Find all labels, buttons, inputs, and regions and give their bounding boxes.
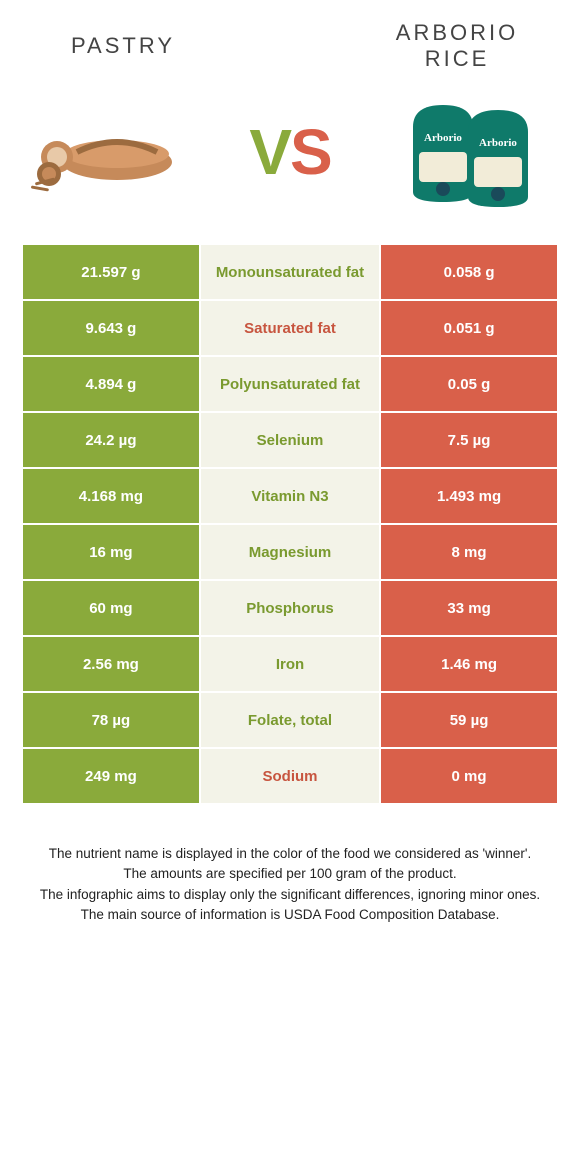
header-titles: PASTRY ARBORIO RICE — [22, 20, 558, 72]
right-value: 33 mg — [379, 579, 557, 635]
vs-s: S — [290, 116, 331, 188]
left-value: 78 µg — [23, 691, 201, 747]
left-value: 9.643 g — [23, 299, 201, 355]
left-value: 2.56 mg — [23, 635, 201, 691]
nutrient-label: Iron — [201, 635, 379, 691]
left-value: 16 mg — [23, 523, 201, 579]
comparison-table: 21.597 gMonounsaturated fat0.058 g9.643 … — [22, 242, 558, 804]
right-value: 59 µg — [379, 691, 557, 747]
nutrient-label: Saturated fat — [201, 299, 379, 355]
left-value: 21.597 g — [23, 243, 201, 299]
table-row: 78 µgFolate, total59 µg — [23, 691, 557, 747]
left-title: PASTRY — [38, 33, 208, 59]
svg-text:Arborio: Arborio — [479, 137, 517, 149]
vs-label: VS — [249, 115, 330, 189]
table-row: 4.168 mgVitamin N31.493 mg — [23, 467, 557, 523]
nutrient-label: Magnesium — [201, 523, 379, 579]
table-row: 21.597 gMonounsaturated fat0.058 g — [23, 243, 557, 299]
table-row: 9.643 gSaturated fat0.051 g — [23, 299, 557, 355]
right-value: 0.058 g — [379, 243, 557, 299]
footnote-line: The infographic aims to display only the… — [30, 885, 550, 905]
rice-icon: Arborio Arborio — [393, 97, 553, 207]
right-value: 1.46 mg — [379, 635, 557, 691]
right-value: 8 mg — [379, 523, 557, 579]
right-title: ARBORIO RICE — [372, 20, 542, 72]
images-row: VS Arborio Arborio — [22, 92, 558, 212]
nutrient-label: Folate, total — [201, 691, 379, 747]
footnote-line: The amounts are specified per 100 gram o… — [30, 864, 550, 884]
right-value: 1.493 mg — [379, 467, 557, 523]
left-value: 60 mg — [23, 579, 201, 635]
pastry-icon — [27, 102, 187, 202]
right-value: 0.05 g — [379, 355, 557, 411]
left-value: 249 mg — [23, 747, 201, 803]
nutrient-label: Sodium — [201, 747, 379, 803]
rice-image: Arborio Arborio — [388, 97, 558, 207]
table-row: 24.2 µgSelenium7.5 µg — [23, 411, 557, 467]
table-row: 2.56 mgIron1.46 mg — [23, 635, 557, 691]
right-value: 0.051 g — [379, 299, 557, 355]
table-row: 4.894 gPolyunsaturated fat0.05 g — [23, 355, 557, 411]
nutrient-label: Monounsaturated fat — [201, 243, 379, 299]
footnote-line: The nutrient name is displayed in the co… — [30, 844, 550, 864]
nutrient-label: Polyunsaturated fat — [201, 355, 379, 411]
nutrient-label: Selenium — [201, 411, 379, 467]
table-row: 60 mgPhosphorus33 mg — [23, 579, 557, 635]
svg-text:Arborio: Arborio — [424, 132, 462, 144]
left-value: 4.894 g — [23, 355, 201, 411]
table-row: 249 mgSodium0 mg — [23, 747, 557, 803]
vs-v: V — [249, 116, 290, 188]
table-row: 16 mgMagnesium8 mg — [23, 523, 557, 579]
nutrient-label: Phosphorus — [201, 579, 379, 635]
right-value: 7.5 µg — [379, 411, 557, 467]
footnote-line: The main source of information is USDA F… — [30, 905, 550, 925]
pastry-image — [22, 97, 192, 207]
footnotes: The nutrient name is displayed in the co… — [22, 844, 558, 925]
left-value: 24.2 µg — [23, 411, 201, 467]
nutrient-label: Vitamin N3 — [201, 467, 379, 523]
right-value: 0 mg — [379, 747, 557, 803]
left-value: 4.168 mg — [23, 467, 201, 523]
